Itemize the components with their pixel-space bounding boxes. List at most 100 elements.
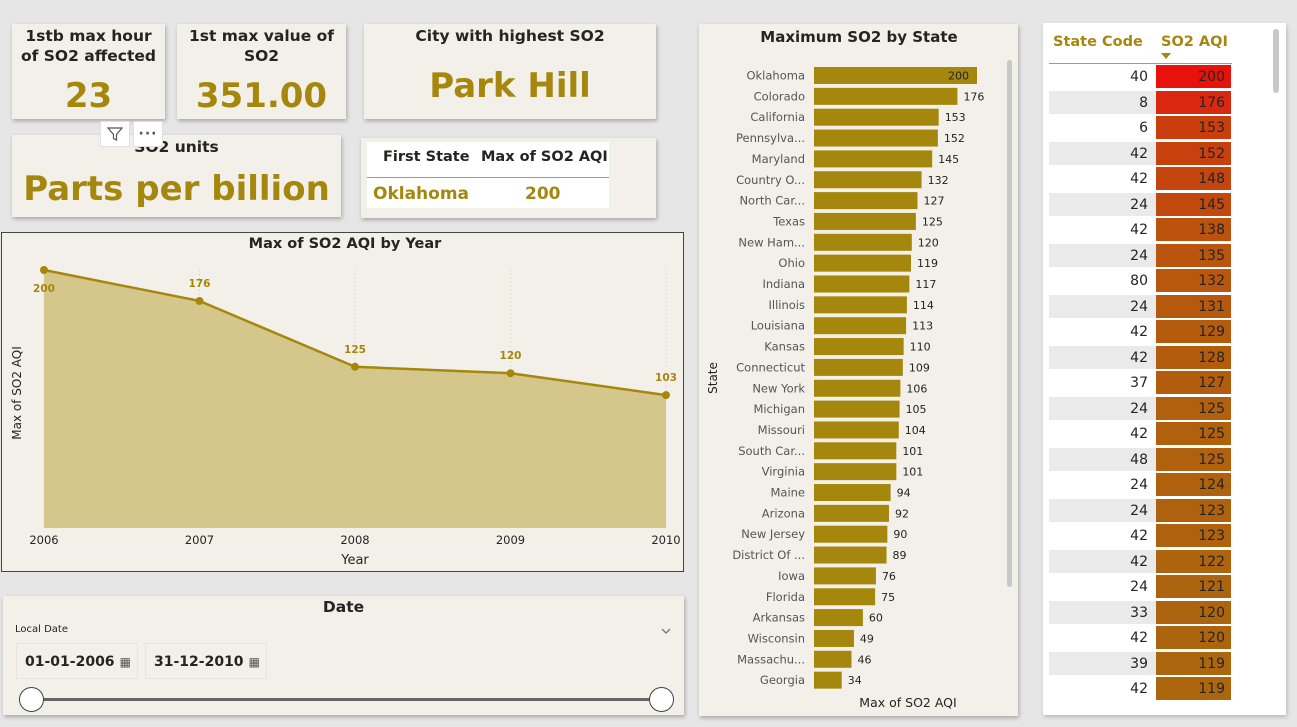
table-row[interactable]: 24 135 [1049, 243, 1232, 270]
table-row[interactable]: 6 153 [1049, 116, 1232, 142]
slider-handle-end[interactable] [649, 687, 674, 712]
calendar-icon[interactable]: ▦ [248, 655, 260, 669]
bar[interactable] [814, 379, 901, 397]
bar[interactable] [814, 358, 903, 376]
chevron-down-icon[interactable] [660, 622, 672, 634]
bar[interactable] [814, 421, 899, 439]
bar[interactable] [814, 629, 854, 647]
table-row[interactable]: 24 145 [1049, 192, 1232, 219]
bar[interactable] [814, 442, 897, 460]
bar-chart-scrollbar[interactable] [1007, 60, 1012, 587]
y-tick-label: Maryland [752, 152, 805, 166]
kpi-units-card[interactable]: SO2 units Parts per billion [12, 135, 341, 217]
y-tick-label: Maine [770, 486, 805, 500]
bar[interactable] [814, 254, 911, 272]
bar[interactable] [814, 609, 863, 627]
so2-aqi-cell: 132 [1156, 269, 1231, 293]
line-chart-card[interactable]: Max of SO2 AQI by Year Max of SO2 AQI Ye… [1, 232, 684, 572]
bar[interactable] [814, 504, 889, 522]
table-row[interactable]: 42 138 [1049, 218, 1232, 244]
state-table-header-aqi[interactable]: SO2 AQI [1161, 34, 1228, 50]
y-tick-label: Kansas [764, 340, 805, 354]
bar[interactable] [814, 150, 933, 168]
table-row[interactable]: 24 125 [1049, 396, 1232, 423]
so2-aqi-cell: 148 [1156, 167, 1231, 191]
bar[interactable] [814, 338, 904, 356]
bar[interactable] [814, 317, 907, 335]
date-end-input[interactable]: 31-12-2010 ▦ [145, 643, 267, 679]
bar[interactable] [814, 129, 938, 147]
state-table-card[interactable]: State Code SO2 AQI 40 200 8 176 6 153 42 152 42 1… [1043, 23, 1286, 715]
bar[interactable] [814, 484, 891, 501]
bar[interactable] [814, 275, 910, 293]
kpi-city-card[interactable]: City with highest SO2 Park Hill [364, 24, 656, 119]
table-row[interactable]: 39 119 [1049, 651, 1232, 678]
bar[interactable] [814, 212, 916, 230]
table-row[interactable]: 33 120 [1049, 600, 1232, 627]
data-point[interactable] [662, 391, 670, 400]
y-tick-label: Florida [766, 590, 805, 604]
table-row[interactable]: 24 131 [1049, 294, 1232, 321]
state-table-header-code[interactable]: State Code [1053, 34, 1143, 50]
more-options-button[interactable]: ··· [133, 121, 163, 147]
so2-aqi-cell: 200 [1156, 65, 1231, 89]
table-row[interactable]: 24 124 [1049, 473, 1232, 499]
kpi-max-hour-card[interactable]: 1stb max hour of SO2 affected 23 [12, 24, 165, 119]
filter-button[interactable] [100, 121, 130, 147]
bar[interactable] [814, 171, 922, 189]
table-row[interactable]: 42 128 [1049, 345, 1232, 372]
date-start-input[interactable]: 01-01-2006 ▦ [16, 643, 138, 679]
data-point[interactable] [351, 362, 359, 371]
data-label: 127 [924, 195, 945, 208]
table-row[interactable]: 42 122 [1049, 549, 1232, 576]
calendar-icon[interactable]: ▦ [119, 655, 131, 669]
table-row[interactable]: 8 176 [1049, 90, 1232, 117]
data-label: 76 [882, 570, 896, 583]
bar-chart-card[interactable]: Maximum SO2 by State State Max of SO2 AQ… [699, 24, 1018, 716]
bar[interactable] [814, 192, 918, 210]
first-state-divider [367, 177, 609, 178]
table-row[interactable]: 42 148 [1049, 167, 1232, 193]
table-row[interactable]: 42 152 [1049, 141, 1232, 168]
table-row[interactable]: 40 200 [1049, 65, 1232, 91]
table-row[interactable]: 42 129 [1049, 320, 1232, 346]
bar[interactable] [814, 650, 852, 668]
table-row[interactable]: 37 127 [1049, 371, 1232, 397]
y-tick-label: California [750, 110, 805, 124]
bar[interactable] [814, 400, 900, 418]
bar[interactable] [814, 108, 939, 126]
so2-aqi-cell: 153 [1156, 116, 1231, 140]
bar[interactable] [814, 67, 977, 84]
so2-aqi-cell: 121 [1156, 575, 1231, 599]
state-table-scrollbar[interactable] [1273, 29, 1279, 93]
table-row[interactable]: 42 120 [1049, 626, 1232, 652]
slider-handle-start[interactable] [19, 687, 44, 712]
data-point[interactable] [506, 369, 515, 378]
table-row[interactable]: 42 119 [1049, 677, 1232, 703]
bar[interactable] [814, 233, 912, 251]
bar[interactable] [814, 463, 897, 481]
first-state-card[interactable]: First State Max of SO2 AQI Oklahoma 200 [361, 138, 656, 218]
table-row[interactable]: 42 123 [1049, 524, 1232, 550]
data-point[interactable] [40, 266, 48, 274]
table-row[interactable]: 24 121 [1049, 575, 1232, 601]
bar[interactable] [814, 567, 876, 585]
data-label: 92 [895, 507, 909, 520]
table-row[interactable]: 24 123 [1049, 498, 1232, 525]
table-row[interactable]: 42 125 [1049, 422, 1232, 448]
bar[interactable] [814, 671, 842, 689]
kpi-max-value-card[interactable]: 1st max value of SO2 351.00 [177, 24, 346, 119]
y-tick-label: Virginia [762, 465, 805, 479]
table-row[interactable]: 48 125 [1049, 447, 1232, 474]
y-tick-label: New Ham... [738, 235, 805, 249]
table-row[interactable]: 80 132 [1049, 269, 1232, 295]
bar[interactable] [814, 87, 958, 105]
bar[interactable] [814, 296, 907, 314]
data-point[interactable] [195, 296, 204, 305]
slider-track[interactable] [31, 698, 660, 701]
bar[interactable] [814, 588, 876, 606]
state-code-cell: 37 [1049, 371, 1156, 395]
so2-aqi-cell: 120 [1156, 600, 1231, 625]
bar[interactable] [814, 525, 888, 543]
bar[interactable] [814, 546, 887, 564]
